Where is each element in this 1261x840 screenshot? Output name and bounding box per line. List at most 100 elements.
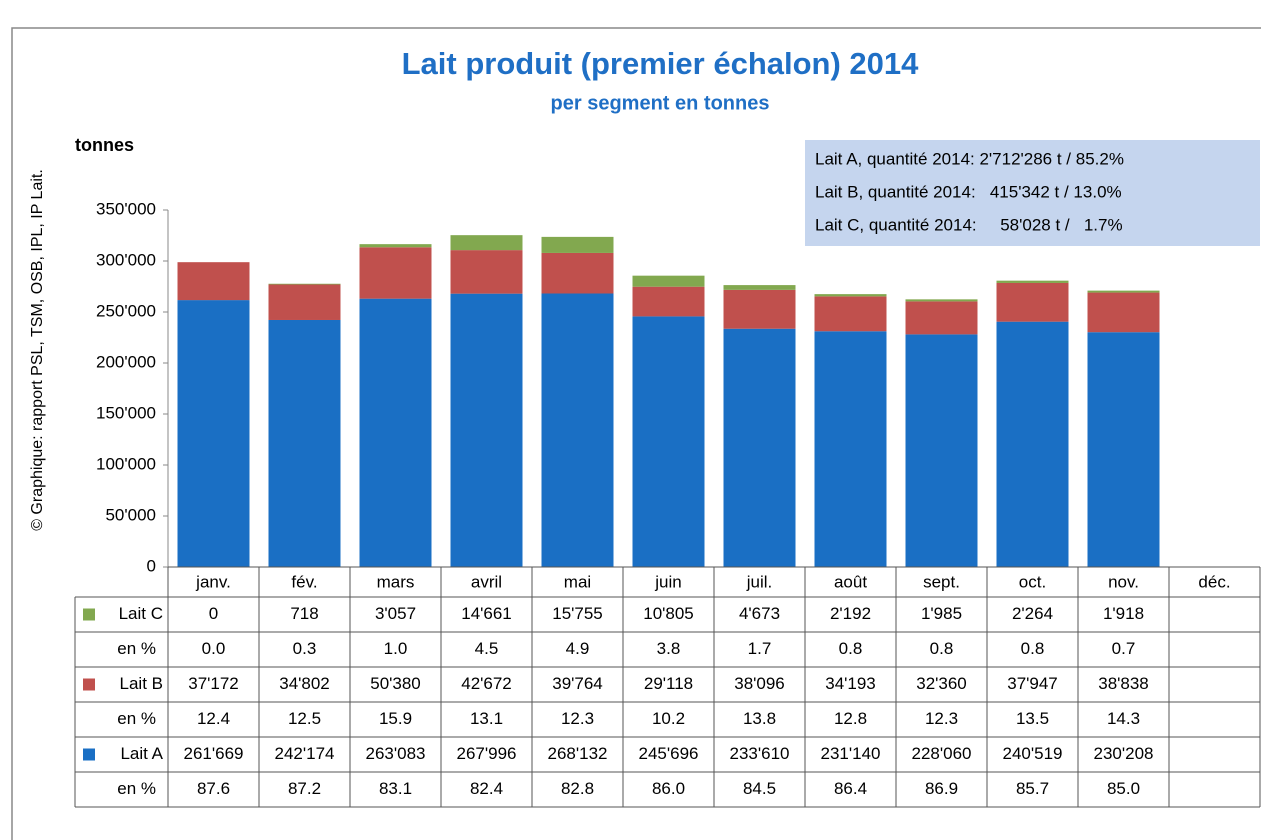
data-label: 245'696 [639,744,699,763]
data-label: 228'060 [912,744,972,763]
share-label: 82.4 [470,779,503,798]
bar [632,316,705,567]
bar [177,262,250,301]
share-label: 0.0 [202,639,226,658]
chart-subtitle: per segment en tonnes [551,92,770,114]
y-tick-label: 50'000 [105,505,156,524]
bar [541,252,614,294]
bar [268,283,341,285]
y-tick-label: 200'000 [96,352,156,371]
legend-text: Lait C, quantité 2014: 58'028 t / 1.7% [815,215,1123,234]
share-label: 83.1 [379,779,412,798]
bar [541,236,614,253]
bar [723,289,796,329]
share-label: 84.5 [743,779,776,798]
share-label: 13.5 [1016,709,1049,728]
share-label: 0.7 [1112,639,1136,658]
x-tick-label: mars [377,572,415,591]
share-label: 85.0 [1107,779,1140,798]
share-label: 4.9 [566,639,590,658]
data-label: 261'669 [184,744,244,763]
data-label: 34'802 [279,674,330,693]
bar [450,235,523,251]
data-label: 268'132 [548,744,608,763]
row-label: en % [117,779,156,798]
y-tick-label: 250'000 [96,301,156,320]
share-label: 13.8 [743,709,776,728]
legend-box [805,140,1260,246]
share-label: 0.8 [839,639,863,658]
data-label: 4'673 [739,604,780,623]
data-label: 32'360 [916,674,967,693]
data-label: 1'918 [1103,604,1144,623]
share-label: 86.0 [652,779,685,798]
y-tick-label: 150'000 [96,403,156,422]
data-label: 240'519 [1003,744,1063,763]
bar [1087,332,1160,567]
bar [996,280,1069,283]
data-label: 14'661 [461,604,512,623]
share-label: 15.9 [379,709,412,728]
bar [905,301,978,335]
bar [632,286,705,317]
bar [905,334,978,567]
data-label: 242'174 [275,744,335,763]
share-label: 87.2 [288,779,321,798]
data-label: 267'996 [457,744,517,763]
share-label: 12.8 [834,709,867,728]
bar [359,244,432,248]
share-label: 3.8 [657,639,681,658]
data-label: 1'985 [921,604,962,623]
row-label: en % [117,639,156,658]
bar [359,298,432,567]
x-tick-label: août [834,572,867,591]
y-tick-label: 300'000 [96,250,156,269]
data-label: 233'610 [730,744,790,763]
chart-title: Lait produit (premier échalon) 2014 [402,46,920,81]
data-label: 230'208 [1094,744,1154,763]
data-label: 2'192 [830,604,871,623]
data-label: 718 [290,604,318,623]
bar [632,275,705,287]
share-label: 10.2 [652,709,685,728]
share-label: 82.8 [561,779,594,798]
x-tick-label: avril [471,572,502,591]
x-tick-label: nov. [1108,572,1139,591]
share-label: 4.5 [475,639,499,658]
data-label: 39'764 [552,674,603,693]
data-label: 231'140 [821,744,881,763]
share-label: 85.7 [1016,779,1049,798]
x-tick-label: oct. [1019,572,1046,591]
bar [814,294,887,297]
share-label: 0.3 [293,639,317,658]
bar [268,284,341,320]
legend-text: Lait B, quantité 2014: 415'342 t / 13.0% [815,182,1122,201]
data-label: 42'672 [461,674,512,693]
data-label: 29'118 [644,674,693,693]
legend-swatch [83,608,95,621]
share-label: 86.9 [925,779,958,798]
data-label: 2'264 [1012,604,1053,623]
bar [268,319,341,567]
share-label: 12.3 [925,709,958,728]
bar [1087,290,1160,293]
data-label: 0 [209,604,218,623]
bar [177,300,250,567]
data-label: 15'755 [552,604,603,623]
data-label: 34'193 [825,674,876,693]
bar [814,331,887,567]
x-tick-label: mai [564,572,591,591]
frame [11,27,1261,840]
legend-swatch [83,748,95,761]
bar [814,296,887,332]
bar [450,250,523,294]
x-tick-label: juil. [746,572,773,591]
legend-label: Lait A [120,744,163,763]
data-label: 50'380 [370,674,421,693]
x-tick-label: juin [654,572,681,591]
share-label: 12.4 [197,709,230,728]
data-label: 10'805 [643,604,694,623]
share-label: 14.3 [1107,709,1140,728]
x-tick-label: fév. [291,572,317,591]
